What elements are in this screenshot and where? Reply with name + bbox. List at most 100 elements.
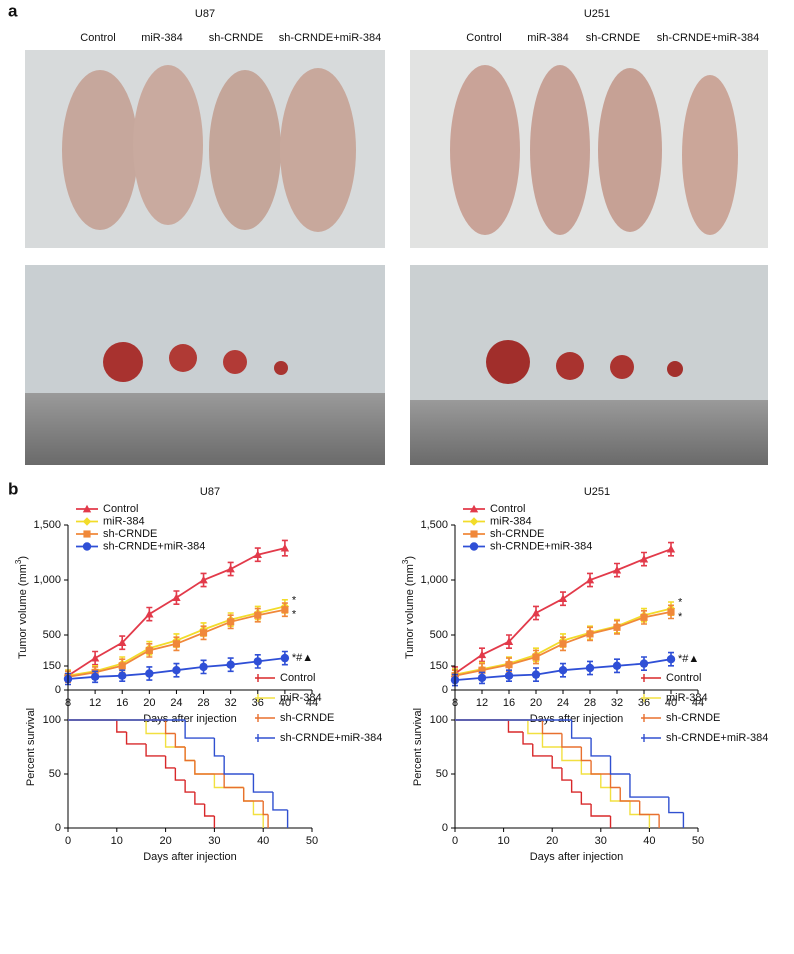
marker [280, 543, 290, 552]
marker [280, 653, 290, 663]
marker [613, 623, 621, 631]
series-line [454, 548, 672, 675]
survival-step [242, 787, 264, 802]
x-tick-label: 36 [252, 697, 264, 709]
survival-step [522, 731, 533, 745]
x-tick-label: 12 [476, 697, 488, 709]
series: * [63, 594, 297, 682]
marker [531, 670, 541, 679]
marker [145, 669, 154, 678]
survival-step [223, 755, 254, 775]
survival-step [213, 774, 244, 789]
series [68, 719, 216, 828]
marker [585, 663, 595, 673]
marker [559, 640, 567, 648]
y-tick-label: 150 [430, 660, 448, 672]
group-label: sh-CRNDE+miR-384 [657, 32, 759, 44]
y-tick-label: 50 [49, 768, 61, 780]
x-tick-label: 10 [497, 835, 509, 847]
series [63, 539, 290, 682]
legend-label: sh-CRNDE+miR-384 [666, 732, 768, 744]
marker [639, 659, 649, 668]
x-tick-label: 10 [111, 835, 123, 847]
photo-title: U251 [584, 8, 610, 20]
x-tick-label: 50 [692, 835, 704, 847]
y-axis-label-part: 3 [401, 559, 410, 564]
legend-line [255, 734, 275, 742]
marker [118, 671, 127, 680]
x-tick-label: 20 [143, 697, 155, 709]
x-tick-label: 24 [170, 697, 182, 709]
panel-label: b [8, 479, 18, 498]
x-tick-label: 0 [452, 835, 458, 847]
marker [253, 550, 262, 559]
series: *#▲ [63, 650, 313, 686]
survival-step [541, 720, 562, 735]
significance-label: *#▲ [678, 653, 699, 665]
legend-line [641, 674, 661, 682]
legend-marker [469, 542, 479, 551]
significance-label: * [292, 594, 297, 606]
survival-step [580, 792, 592, 805]
x-tick-label: 40 [643, 835, 655, 847]
marker [199, 629, 208, 637]
marker [281, 606, 289, 614]
survival-step [590, 738, 611, 757]
x-tick-label: 24 [557, 697, 569, 709]
survival-step [145, 743, 166, 757]
series: *#▲ [450, 651, 699, 687]
survival-step [532, 743, 553, 757]
marker [612, 661, 622, 670]
y-axis-label: Percent survival [25, 708, 37, 786]
y-tick-label: 500 [430, 629, 448, 641]
marker [558, 666, 568, 675]
y-tick-label: 50 [436, 768, 448, 780]
y-axis-label: Tumor volume (mm3) [401, 556, 416, 659]
y-tick-label: 500 [43, 629, 61, 641]
group-label: sh-CRNDE+miR-384 [279, 32, 381, 44]
y-tick-label: 1,500 [420, 519, 448, 531]
survival-step [527, 720, 543, 735]
survival-step [203, 804, 215, 817]
legend-label: sh-CRNDE [103, 528, 157, 540]
survival-step [570, 720, 592, 739]
survival-step [590, 760, 611, 775]
chart: 0 50 100 150 0 10 20 30 40 50 Days after injection… [25, 660, 382, 863]
legend-label: miR-384 [280, 692, 322, 704]
legend-line [641, 694, 661, 702]
marker [90, 672, 100, 681]
legend-label: sh-CRNDE [666, 712, 720, 724]
y-axis-label-part: Tumor volume (mm [404, 564, 416, 659]
chart: U8705001,0001,5008121620242832364044Days… [14, 486, 319, 725]
photo-mice-u251 [410, 50, 768, 248]
legend-marker [82, 517, 92, 526]
legend-label: miR-384 [666, 692, 708, 704]
marker [477, 673, 487, 683]
x-tick-label: 50 [306, 835, 318, 847]
marker [118, 662, 126, 670]
series [68, 719, 289, 828]
marker [504, 671, 514, 680]
significance-label: * [292, 609, 297, 621]
y-axis-label-part: Tumor volume (mm [17, 564, 29, 659]
x-tick-label: 28 [197, 697, 209, 709]
x-tick-label: 12 [89, 697, 101, 709]
legend-label: sh-CRNDE [490, 528, 544, 540]
survival-step [174, 767, 186, 781]
survival-step [561, 767, 572, 781]
survival-step [164, 755, 176, 769]
y-tick-label: 0 [55, 684, 61, 696]
marker [639, 554, 649, 563]
survival-step [194, 760, 215, 775]
legend-label: sh-CRNDE+miR-384 [280, 732, 382, 744]
survival-step [252, 774, 273, 793]
survival-step [145, 720, 166, 735]
survival-step [252, 801, 264, 816]
marker [254, 611, 262, 619]
x-tick-label: 44 [692, 697, 704, 709]
x-tick-label: 30 [595, 835, 607, 847]
legend-label: miR-384 [490, 515, 532, 527]
group-label: sh-CRNDE [209, 32, 263, 44]
marker [585, 575, 595, 584]
x-tick-label: 44 [306, 697, 318, 709]
